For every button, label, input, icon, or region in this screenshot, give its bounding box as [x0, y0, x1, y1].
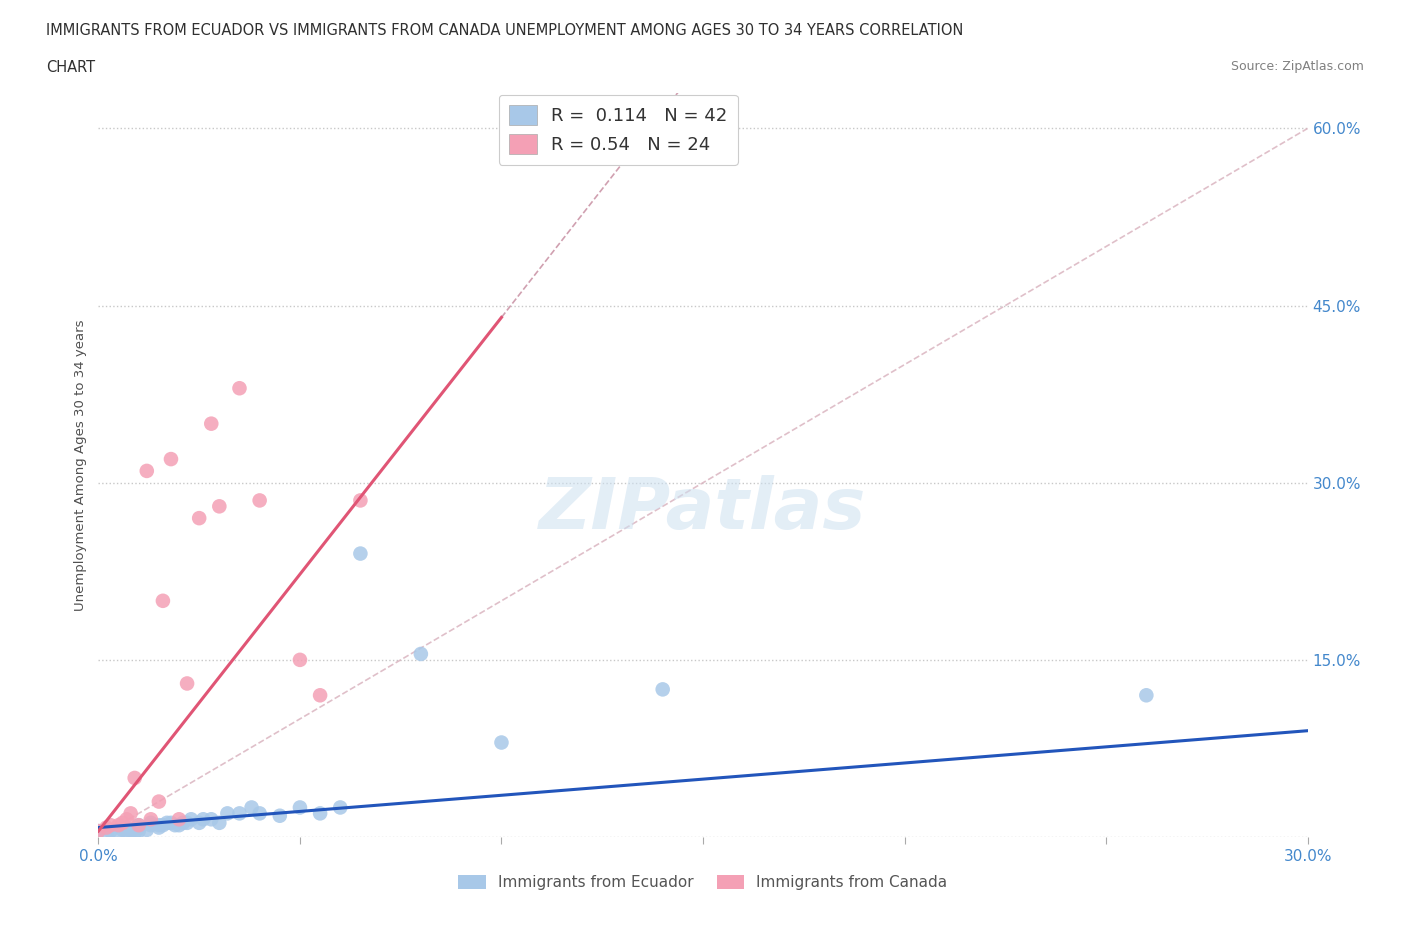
- Point: [100, 817, 122, 832]
- Point: [208, 498, 231, 513]
- Point: [128, 817, 150, 832]
- Text: CHART: CHART: [46, 60, 96, 75]
- Point: [115, 824, 138, 839]
- Text: Source: ZipAtlas.com: Source: ZipAtlas.com: [1230, 60, 1364, 73]
- Point: [188, 816, 211, 830]
- Point: [87, 824, 110, 839]
- Point: [172, 816, 194, 830]
- Point: [217, 806, 239, 821]
- Point: [176, 676, 198, 691]
- Point: [200, 417, 222, 432]
- Point: [269, 808, 291, 823]
- Point: [240, 800, 263, 815]
- Point: [188, 511, 211, 525]
- Point: [167, 817, 190, 832]
- Point: [135, 822, 157, 837]
- Point: [160, 816, 183, 830]
- Y-axis label: Unemployment Among Ages 30 to 34 years: Unemployment Among Ages 30 to 34 years: [75, 319, 87, 611]
- Point: [193, 812, 215, 827]
- Point: [139, 816, 162, 830]
- Point: [139, 812, 162, 827]
- Point: [148, 820, 170, 835]
- Legend: Immigrants from Ecuador, Immigrants from Canada: Immigrants from Ecuador, Immigrants from…: [453, 869, 953, 897]
- Point: [115, 812, 138, 827]
- Point: [120, 824, 142, 839]
- Point: [152, 593, 174, 608]
- Point: [651, 682, 673, 697]
- Point: [249, 806, 271, 821]
- Point: [491, 735, 513, 750]
- Point: [128, 817, 150, 832]
- Point: [200, 812, 222, 827]
- Point: [349, 493, 371, 508]
- Point: [148, 817, 170, 832]
- Point: [135, 463, 157, 478]
- Point: [160, 452, 183, 467]
- Point: [208, 816, 231, 830]
- Point: [100, 824, 122, 839]
- Point: [228, 380, 250, 395]
- Point: [156, 816, 179, 830]
- Point: [87, 824, 110, 839]
- Text: IMMIGRANTS FROM ECUADOR VS IMMIGRANTS FROM CANADA UNEMPLOYMENT AMONG AGES 30 TO : IMMIGRANTS FROM ECUADOR VS IMMIGRANTS FR…: [46, 23, 963, 38]
- Point: [309, 688, 332, 703]
- Point: [309, 806, 332, 821]
- Point: [228, 806, 250, 821]
- Point: [167, 812, 190, 827]
- Point: [111, 822, 134, 837]
- Point: [152, 817, 174, 832]
- Point: [107, 825, 129, 840]
- Point: [96, 826, 118, 841]
- Point: [124, 826, 146, 841]
- Text: ZIPatlas: ZIPatlas: [540, 475, 866, 544]
- Point: [249, 493, 271, 508]
- Point: [288, 800, 311, 815]
- Point: [120, 806, 142, 821]
- Point: [176, 816, 198, 830]
- Point: [409, 646, 432, 661]
- Point: [163, 817, 186, 832]
- Point: [139, 817, 162, 832]
- Point: [349, 546, 371, 561]
- Point: [288, 653, 311, 668]
- Point: [124, 771, 146, 786]
- Point: [1135, 688, 1157, 703]
- Point: [180, 812, 202, 827]
- Point: [115, 820, 138, 835]
- Point: [329, 800, 352, 815]
- Point: [107, 817, 129, 832]
- Point: [148, 794, 170, 809]
- Point: [128, 824, 150, 839]
- Point: [128, 820, 150, 835]
- Point: [96, 820, 118, 835]
- Point: [111, 816, 134, 830]
